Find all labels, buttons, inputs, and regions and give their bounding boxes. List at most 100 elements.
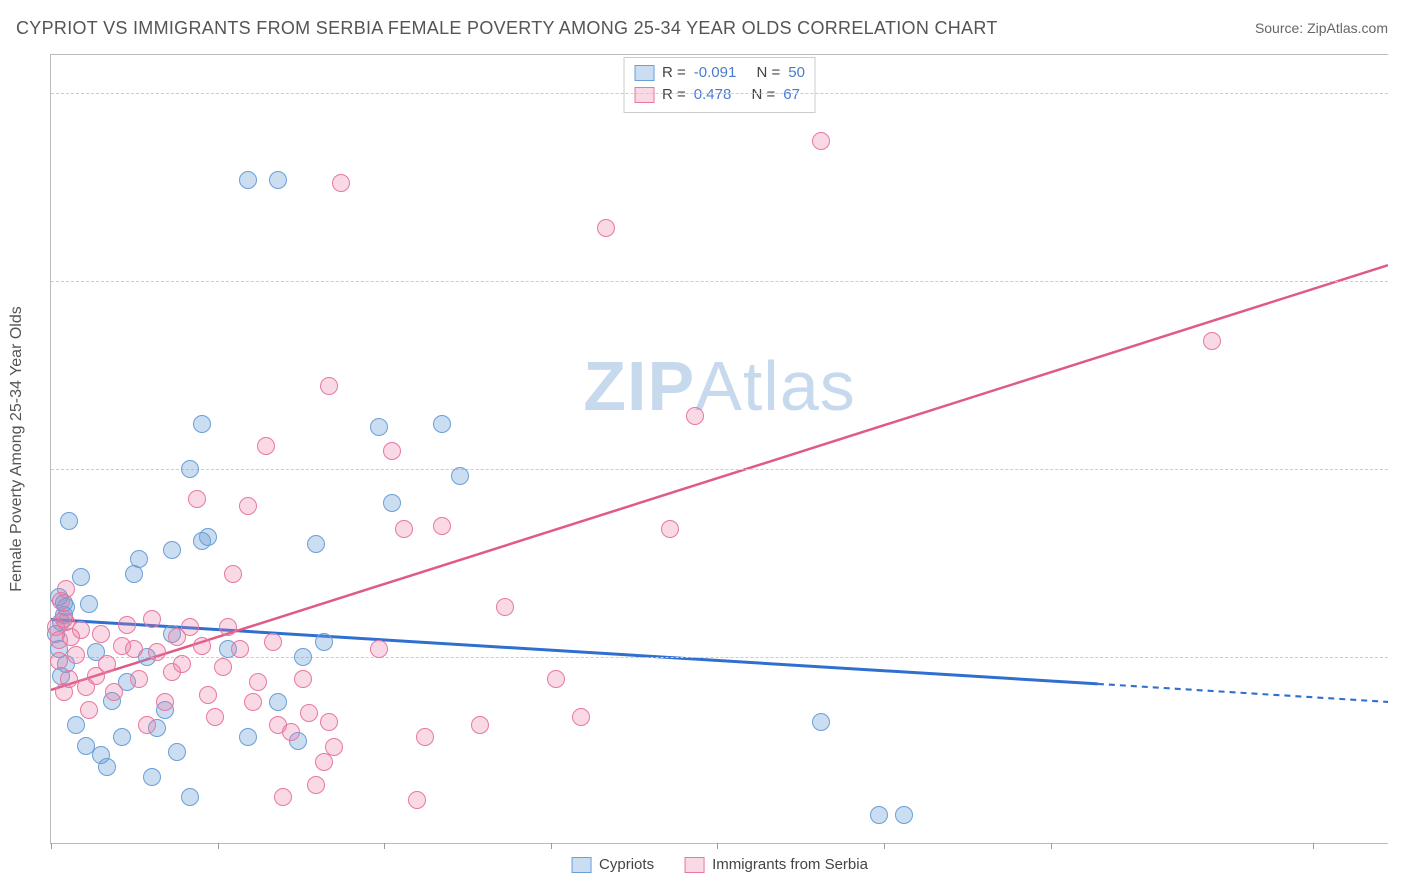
- data-point-a: [269, 171, 287, 189]
- data-point-b: [812, 132, 830, 150]
- data-point-b: [264, 633, 282, 651]
- grid-line: [51, 93, 1388, 94]
- data-point-b: [57, 580, 75, 598]
- data-point-b: [416, 728, 434, 746]
- x-tick: [218, 843, 219, 849]
- data-point-a: [67, 716, 85, 734]
- x-tick: [884, 843, 885, 849]
- data-point-b: [80, 701, 98, 719]
- swatch-cypriots: [571, 857, 591, 873]
- n-label: N =: [752, 84, 776, 106]
- data-point-b: [181, 618, 199, 636]
- data-point-b: [193, 637, 211, 655]
- swatch-serbia: [684, 857, 704, 873]
- data-point-a: [193, 415, 211, 433]
- data-point-a: [113, 728, 131, 746]
- data-point-a: [181, 788, 199, 806]
- x-tick: [51, 843, 52, 849]
- data-point-b: [307, 776, 325, 794]
- correlation-row-a: R = -0.091 N = 50: [634, 62, 805, 84]
- data-point-a: [60, 512, 78, 530]
- legend-item-cypriots: Cypriots: [571, 856, 654, 873]
- data-point-a: [239, 728, 257, 746]
- data-point-b: [219, 618, 237, 636]
- data-point-a: [143, 768, 161, 786]
- data-point-b: [239, 497, 257, 515]
- data-point-b: [547, 670, 565, 688]
- data-point-b: [320, 713, 338, 731]
- n-value-b: 67: [783, 84, 800, 106]
- data-point-b: [148, 643, 166, 661]
- data-point-b: [1203, 332, 1221, 350]
- data-point-a: [870, 806, 888, 824]
- data-point-b: [496, 598, 514, 616]
- data-point-b: [125, 640, 143, 658]
- grid-line: [51, 657, 1388, 658]
- data-point-b: [72, 621, 90, 639]
- x-tick: [1313, 843, 1314, 849]
- data-point-a: [199, 528, 217, 546]
- data-point-a: [895, 806, 913, 824]
- watermark: ZIPAtlas: [583, 346, 856, 426]
- r-label: R =: [662, 62, 686, 84]
- data-point-b: [55, 683, 73, 701]
- data-point-a: [433, 415, 451, 433]
- r-value-b: 0.478: [694, 84, 732, 106]
- source-link[interactable]: ZipAtlas.com: [1307, 20, 1388, 36]
- data-point-b: [325, 738, 343, 756]
- data-point-b: [257, 437, 275, 455]
- scatter-plot: Female Poverty Among 25-34 Year Olds ZIP…: [50, 54, 1388, 844]
- data-point-a: [72, 568, 90, 586]
- data-point-b: [173, 655, 191, 673]
- trend-line-dash-a: [1098, 684, 1388, 702]
- data-point-b: [315, 753, 333, 771]
- y-tick-label: 25.0%: [1396, 460, 1406, 477]
- data-point-b: [199, 686, 217, 704]
- data-point-b: [395, 520, 413, 538]
- data-point-a: [163, 541, 181, 559]
- data-point-b: [433, 517, 451, 535]
- data-point-b: [370, 640, 388, 658]
- data-point-b: [471, 716, 489, 734]
- y-tick-label: 50.0%: [1396, 84, 1406, 101]
- x-tick: [384, 843, 385, 849]
- correlation-row-b: R = 0.478 N = 67: [634, 84, 805, 106]
- x-tick: [717, 843, 718, 849]
- data-point-b: [98, 655, 116, 673]
- watermark-rest: Atlas: [695, 347, 856, 425]
- data-point-b: [231, 640, 249, 658]
- data-point-b: [188, 490, 206, 508]
- data-point-b: [320, 377, 338, 395]
- data-point-b: [332, 174, 350, 192]
- data-point-b: [244, 693, 262, 711]
- data-point-a: [239, 171, 257, 189]
- data-point-b: [294, 670, 312, 688]
- watermark-bold: ZIP: [583, 347, 695, 425]
- x-tick: [551, 843, 552, 849]
- data-point-b: [67, 646, 85, 664]
- data-point-b: [282, 723, 300, 741]
- data-point-b: [572, 708, 590, 726]
- data-point-a: [812, 713, 830, 731]
- data-point-b: [300, 704, 318, 722]
- data-point-a: [130, 550, 148, 568]
- swatch-serbia: [634, 87, 654, 103]
- data-point-b: [661, 520, 679, 538]
- data-point-a: [80, 595, 98, 613]
- trend-line-b: [51, 265, 1388, 690]
- y-tick-label: 12.5%: [1396, 648, 1406, 665]
- r-value-a: -0.091: [694, 62, 737, 84]
- data-point-b: [383, 442, 401, 460]
- data-point-b: [118, 616, 136, 634]
- data-point-b: [130, 670, 148, 688]
- data-point-a: [181, 460, 199, 478]
- data-point-a: [269, 693, 287, 711]
- correlation-legend: R = -0.091 N = 50 R = 0.478 N = 67: [623, 57, 816, 113]
- data-point-b: [214, 658, 232, 676]
- chart-title: CYPRIOT VS IMMIGRANTS FROM SERBIA FEMALE…: [16, 18, 998, 39]
- data-point-b: [686, 407, 704, 425]
- data-point-a: [370, 418, 388, 436]
- data-point-a: [451, 467, 469, 485]
- data-point-b: [105, 683, 123, 701]
- data-point-b: [206, 708, 224, 726]
